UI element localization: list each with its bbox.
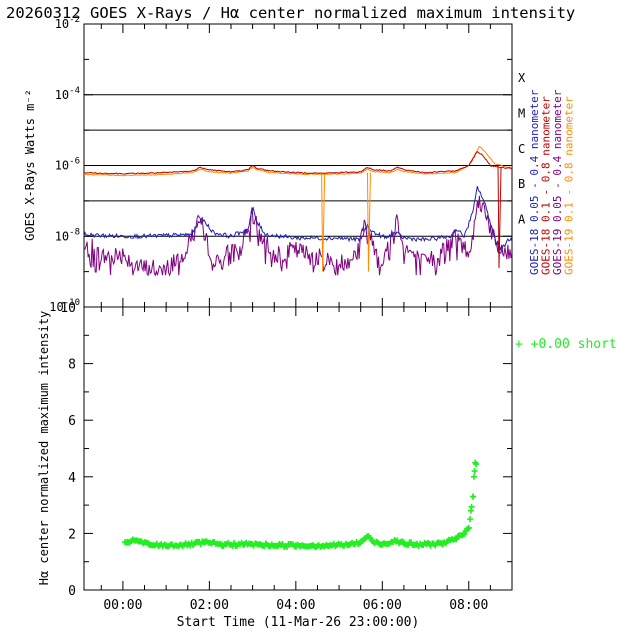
halpha-y-tick-label: 10	[60, 301, 76, 316]
halpha-data-point	[392, 537, 399, 544]
halpha-data-point	[145, 541, 152, 548]
xray-y-tick-base: 10	[55, 229, 69, 243]
xray-series-line-g19l	[84, 145, 512, 177]
halpha-y-tick-label: 4	[68, 471, 76, 486]
flare-class-label: X	[518, 71, 526, 85]
halpha-data-point	[400, 540, 407, 547]
flare-class-labels: X M C B A	[518, 71, 526, 227]
xray-dropout-spike	[366, 172, 371, 272]
xray-y-axis-label: GOES X-Rays Watts m⁻²	[23, 89, 37, 241]
xray-y-tick-base: 10	[49, 300, 63, 314]
x-tick-label: 04:00	[276, 598, 315, 613]
halpha-y-tick-label: 0	[68, 584, 76, 599]
xray-series-line-g18s	[83, 185, 513, 255]
xray-y-tick-exponent: -6	[69, 157, 80, 167]
x-tick-label: 08:00	[449, 598, 488, 613]
xray-series-line-g18l	[83, 151, 513, 175]
xray-legend-entry: GOES-18 0.05 - 0.4 nanometer	[528, 89, 541, 275]
x-tick-label: 02:00	[190, 598, 229, 613]
xray-dropout-spike	[321, 174, 326, 272]
flare-class-label: A	[518, 213, 526, 227]
halpha-data-point	[275, 542, 282, 549]
xray-y-tick-exponent: -10	[64, 298, 80, 308]
halpha-data-point	[327, 542, 334, 549]
xray-series-line-g19s	[83, 195, 513, 277]
halpha-data-point	[124, 538, 131, 545]
xray-y-tick-base: 10	[55, 88, 69, 102]
halpha-y-tick-label: 6	[68, 414, 76, 429]
x-axis-label: Start Time (11-Mar-26 23:00:00)	[177, 615, 420, 630]
flare-class-label: C	[518, 142, 525, 156]
halpha-data-point	[471, 468, 478, 475]
flare-class-label: M	[518, 106, 525, 120]
xray-y-tick-exponent: -2	[69, 15, 80, 25]
halpha-points-group	[122, 459, 480, 551]
halpha-axis-ticks: 0 2 4 6 8 10 00:00 02:00 04:00 06:00 08:00	[60, 24, 513, 613]
halpha-data-point	[184, 541, 191, 548]
halpha-legend-entry: + +0.00 short	[515, 337, 617, 352]
halpha-y-tick-label: 8	[68, 358, 76, 373]
flare-class-label: B	[518, 177, 525, 191]
halpha-panel: 0 2 4 6 8 10 00:00 02:00 04:00 06:00 08:00 Hα cent…	[37, 24, 617, 630]
xray-legend-entry: GOES-19 0.1 - 0.8 nanometer	[563, 96, 576, 275]
flare-level-lines	[84, 94, 512, 237]
xray-y-tick-exponent: -8	[69, 227, 80, 237]
halpha-data-point	[452, 536, 459, 543]
xray-legend-entry: GOES-19 0.05 - 0.4 nanometer	[551, 89, 564, 275]
halpha-data-point	[470, 473, 477, 480]
halpha-data-point	[132, 537, 139, 544]
xray-y-tick-label: 10-10	[49, 298, 80, 314]
xray-y-tick-label: 10-4	[55, 86, 80, 102]
halpha-data-point	[310, 542, 317, 549]
xray-y-ticks: 10-210-410-610-810-10	[49, 15, 512, 314]
halpha-data-point	[472, 459, 479, 466]
xray-y-tick-label: 10-2	[55, 15, 80, 31]
halpha-data-point	[465, 524, 472, 531]
xray-dropout-spike	[497, 167, 502, 269]
x-tick-label: 06:00	[363, 598, 402, 613]
halpha-data-point	[470, 493, 477, 500]
chart-title: 20260312 GOES X-Rays / Hα center normali…	[6, 4, 575, 22]
xray-y-tick-base: 10	[55, 159, 69, 173]
halpha-y-axis-label: Hα center normalized maximum intensity	[37, 311, 51, 586]
halpha-data-point	[413, 541, 420, 548]
xray-legend-entry: GOES-18 0.1 - 0.8 nanometer	[540, 96, 553, 275]
halpha-data-point	[163, 542, 170, 549]
xray-y-tick-label: 10-8	[55, 227, 80, 243]
xray-y-tick-base: 10	[55, 17, 69, 31]
halpha-data-point	[357, 539, 364, 546]
halpha-data-point	[202, 539, 209, 546]
halpha-data-point	[439, 540, 446, 547]
halpha-data-point	[258, 541, 265, 548]
halpha-data-point	[344, 541, 351, 548]
halpha-data-point	[364, 533, 371, 540]
halpha-data-point	[467, 507, 474, 514]
halpha-data-point	[219, 541, 226, 548]
halpha-data-point	[461, 530, 468, 537]
halpha-y-tick-label: 2	[68, 527, 76, 542]
xray-y-tick-exponent: -4	[69, 86, 80, 96]
halpha-data-point	[292, 542, 299, 549]
halpha-data-point	[426, 541, 433, 548]
xray-y-tick-label: 10-6	[55, 157, 80, 173]
halpha-data-point	[379, 541, 386, 548]
x-tick-label: 00:00	[103, 598, 142, 613]
halpha-data-point	[467, 516, 474, 523]
halpha-data-point	[370, 538, 377, 545]
xray-series-group	[83, 145, 513, 277]
halpha-data-point	[240, 541, 247, 548]
